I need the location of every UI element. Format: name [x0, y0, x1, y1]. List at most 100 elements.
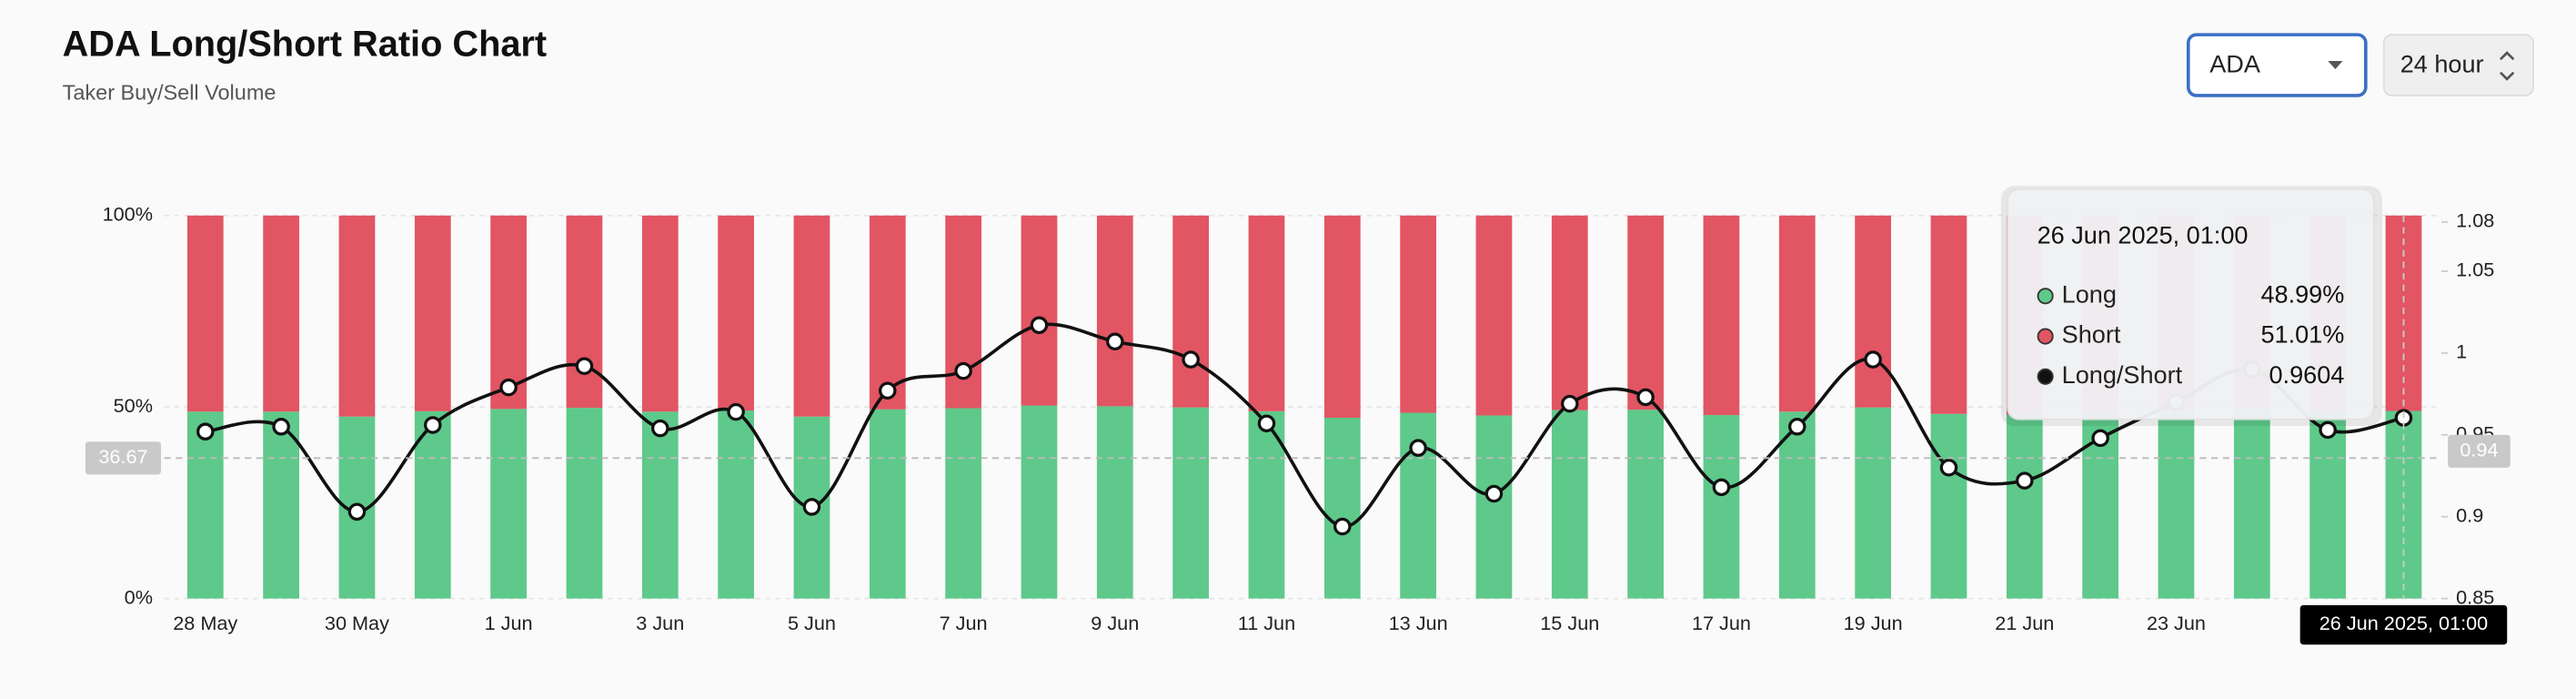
- ratio-dot: [272, 418, 290, 436]
- interval-select[interactable]: 24 hour: [2382, 34, 2534, 96]
- bar-segment: [641, 215, 679, 412]
- crosshair-label-box: [85, 441, 161, 475]
- bar-segment: [263, 411, 299, 599]
- tooltip-value: 51.01%: [2260, 320, 2344, 349]
- x-tick-label: 11 Jun: [1238, 612, 1295, 634]
- bar-segment: [2158, 410, 2195, 599]
- ratio-dot: [727, 402, 745, 421]
- bar-segment: [1627, 410, 1664, 599]
- tooltip-series-name: Long: [2062, 279, 2117, 308]
- ratio-dot: [1788, 418, 1806, 436]
- tooltip-swatch: [2037, 328, 2054, 345]
- ratio-dot: [196, 422, 215, 441]
- bar-segment: [414, 215, 451, 411]
- ratio-dot: [1864, 350, 1882, 369]
- ratio-dot: [1106, 332, 1124, 351]
- bar-segment: [793, 215, 830, 417]
- x-tick-label: 28 May: [173, 612, 237, 634]
- bar-segment: [1400, 215, 1436, 413]
- bar-segment: [718, 410, 754, 599]
- bar-segment: [1778, 411, 1816, 599]
- bar-segment: [1021, 405, 1058, 599]
- select-box[interactable]: [2186, 33, 2368, 97]
- bar-segment: [869, 215, 906, 410]
- ratio-dot: [1409, 439, 1427, 457]
- bar-segment: [263, 215, 299, 412]
- bar-segment: [186, 411, 224, 599]
- ratio-dot: [347, 502, 367, 522]
- tooltip-series-name: Long/Short: [2062, 360, 2183, 389]
- x-tick-label: 23 Jun: [2147, 612, 2206, 634]
- bar-segment: [1855, 407, 1891, 599]
- select-box[interactable]: [2382, 34, 2534, 96]
- bar-segment: [1551, 410, 1588, 599]
- x-tick-label: 7 Jun: [940, 612, 988, 634]
- ratio-dot: [2016, 471, 2034, 490]
- crosshair-y2-label: 0.94: [2460, 438, 2498, 461]
- tooltip-series-name: Short: [2062, 320, 2121, 349]
- ratio-dot: [954, 361, 972, 380]
- y2-tick-label: 0.9: [2456, 503, 2483, 526]
- bar-segment: [2233, 408, 2270, 599]
- select-value[interactable]: 24 hour: [2400, 50, 2484, 78]
- y-tick-label: 50%: [114, 394, 153, 417]
- x-tick-label: 5 Jun: [788, 612, 836, 634]
- ratio-dot: [1939, 459, 1958, 477]
- bar-segment: [1021, 215, 1058, 406]
- tooltip-swatch: [2037, 288, 2054, 305]
- tooltip-value: 48.99%: [2260, 279, 2344, 308]
- caret: [2328, 61, 2343, 70]
- bar-segment: [566, 408, 603, 599]
- tooltip-title: 26 Jun 2025, 01:00: [2038, 220, 2249, 248]
- x-tick-label: 19 Jun: [1844, 612, 1903, 634]
- bar-segment: [1172, 407, 1209, 599]
- bar-segment: [1096, 406, 1133, 599]
- ratio-dot: [424, 416, 442, 434]
- ratio-dot: [1030, 316, 1049, 335]
- crosshair-x-label: 26 Jun 2025, 01:00: [2319, 612, 2488, 634]
- bar-segment: [1930, 413, 1967, 599]
- y-tick-label: 0%: [125, 585, 153, 608]
- ratio-dot: [1257, 414, 1276, 432]
- chart-title: ADA Long/Short Ratio Chart: [63, 24, 547, 64]
- bar-segment: [1248, 215, 1285, 411]
- bar-segment: [641, 411, 679, 599]
- tooltip-swatch: [2037, 368, 2054, 385]
- x-tick-label: 15 Jun: [1540, 612, 1599, 634]
- bar-segment: [1703, 215, 1740, 416]
- y2-tick-label: 0.85: [2456, 585, 2494, 608]
- ratio-dot: [1182, 350, 1200, 369]
- bar-segment: [414, 410, 451, 599]
- bar-segment: [1475, 415, 1513, 599]
- tooltip-box: [2007, 188, 2375, 420]
- bar-segment: [945, 408, 981, 599]
- bar-segment: [1703, 415, 1740, 599]
- ratio-dot: [1636, 388, 1655, 407]
- ratio-dot: [651, 419, 669, 438]
- bar-segment: [1323, 215, 1361, 418]
- bar-segment: [1323, 417, 1361, 599]
- ratio-dot: [2091, 429, 2109, 448]
- y2-tick-label: 1.08: [2456, 209, 2494, 232]
- bar-segment: [338, 215, 376, 417]
- x-tick-label: 30 May: [325, 612, 389, 634]
- crosshair-label-box: [2299, 604, 2508, 645]
- symbol-select[interactable]: ADA: [2186, 33, 2368, 97]
- x-tick-label: 13 Jun: [1389, 612, 1448, 634]
- select-value[interactable]: ADA: [2209, 50, 2261, 78]
- ratio-dot: [575, 357, 594, 376]
- ratio-dot: [2319, 420, 2337, 440]
- ratio-dot: [499, 378, 518, 397]
- y-tick-label: 100%: [103, 203, 153, 226]
- x-tick-label: 21 Jun: [1995, 612, 2054, 634]
- bar-segment: [869, 409, 906, 599]
- crosshair-label-box: [2448, 434, 2511, 468]
- ratio-dot: [1333, 517, 1352, 536]
- crosshair-y-label: 36.67: [98, 445, 147, 468]
- bar-segment: [186, 215, 224, 412]
- ratio-dot: [879, 381, 897, 400]
- ratio-dot: [802, 498, 821, 516]
- bar-segment: [1930, 215, 1967, 414]
